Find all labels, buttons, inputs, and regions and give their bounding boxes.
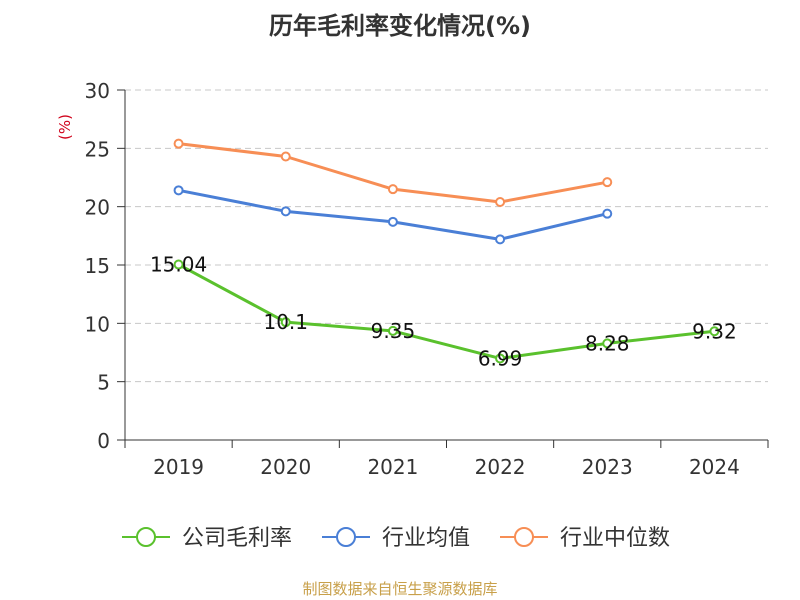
data-label: 15.04 xyxy=(150,253,207,277)
data-label: 8.28 xyxy=(585,331,630,355)
x-tick-label: 2023 xyxy=(582,455,633,479)
data-point xyxy=(602,338,613,349)
legend-marker xyxy=(136,527,156,547)
y-tick-label: 5 xyxy=(97,371,110,395)
data-source-note: 制图数据来自恒生聚源数据库 xyxy=(302,580,498,598)
x-tick-label: 2019 xyxy=(153,455,204,479)
data-point xyxy=(602,208,613,219)
y-tick-label: 25 xyxy=(85,137,110,161)
y-tick-label: 20 xyxy=(85,196,110,220)
x-tick-label: 2024 xyxy=(689,455,740,479)
data-point xyxy=(602,177,613,188)
y-tick-label: 10 xyxy=(85,312,110,336)
data-point xyxy=(280,317,291,328)
data-label: 10.1 xyxy=(263,310,308,334)
x-tick-label: 2022 xyxy=(475,455,526,479)
data-point xyxy=(495,353,506,364)
data-point xyxy=(173,138,184,149)
legend-label: 行业均值 xyxy=(382,526,470,551)
y-tick-label: 30 xyxy=(85,79,110,103)
data-point xyxy=(495,234,506,245)
data-label: 9.32 xyxy=(692,319,737,343)
data-point xyxy=(280,206,291,217)
y-tick-label: 0 xyxy=(97,429,110,453)
legend-label: 行业中位数 xyxy=(560,526,670,551)
data-point xyxy=(280,151,291,162)
series-line xyxy=(178,188,608,241)
data-label: 9.35 xyxy=(371,319,416,343)
data-point xyxy=(709,326,720,337)
legend-label: 公司毛利率 xyxy=(182,526,292,551)
chart-title: 历年毛利率变化情况(%) xyxy=(269,12,531,40)
x-tick-label: 2021 xyxy=(367,455,418,479)
data-point xyxy=(387,216,398,227)
legend-marker xyxy=(514,527,534,547)
x-tick-label: 2020 xyxy=(260,455,311,479)
data-point xyxy=(495,197,506,207)
y-tick-label: 15 xyxy=(85,254,110,278)
series-line xyxy=(177,263,715,360)
legend-marker xyxy=(336,527,356,547)
data-point xyxy=(387,325,398,336)
data-point xyxy=(387,184,398,195)
data-point xyxy=(173,259,184,270)
y-axis-label: (%) xyxy=(56,114,74,140)
data-point xyxy=(173,185,184,196)
data-label: 6.99 xyxy=(478,346,523,370)
